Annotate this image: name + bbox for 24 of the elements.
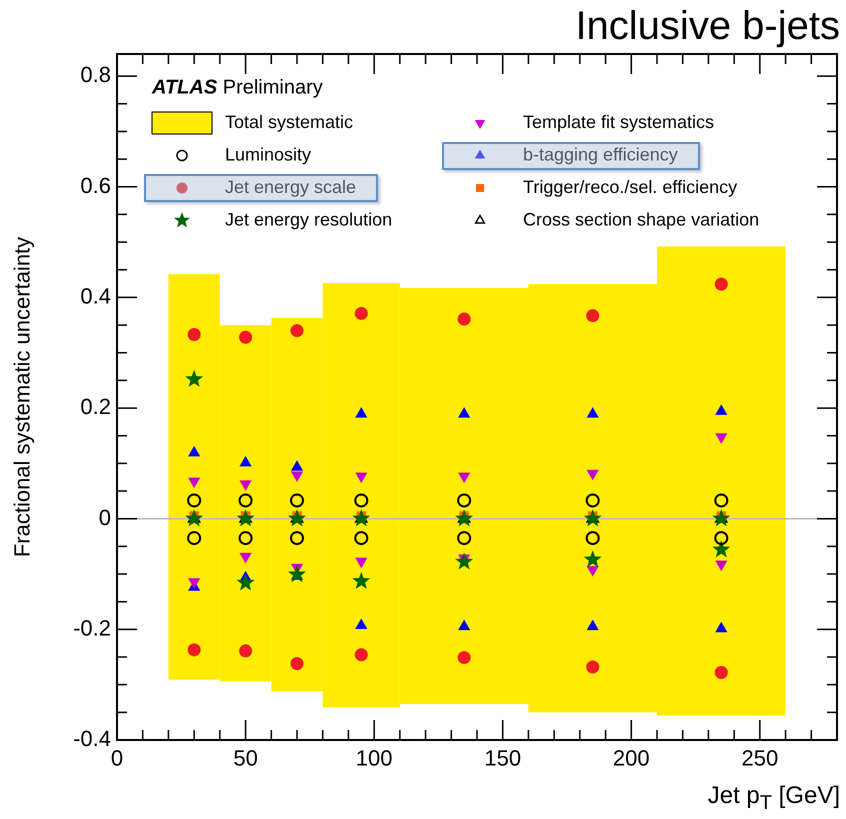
- annotation: ATLAS Preliminary: [151, 76, 323, 99]
- x-axis-title: Jet p$_{T}$ [GeV]: [708, 782, 840, 815]
- x-tick-label: 50: [233, 745, 258, 770]
- legend-label: Cross section shape variation: [523, 209, 760, 230]
- legend-label: Trigger/reco./sel. efficiency: [523, 176, 738, 197]
- y-tick-label: -0.2: [73, 615, 111, 640]
- y-tick-label: 0: [98, 504, 111, 530]
- legend-label: Jet energy resolution: [225, 209, 392, 230]
- legend-label: Template fit systematics: [523, 112, 714, 132]
- x-tick-label: 200: [612, 745, 650, 770]
- legend-label: Total systematic: [225, 112, 354, 132]
- y-tick-label: 0.6: [80, 172, 111, 198]
- x-tick-label: 250: [742, 745, 778, 770]
- chart-title: Inclusive b-jets: [575, 4, 840, 48]
- x-tick-label: 150: [484, 745, 522, 770]
- y-tick-label: 0.8: [80, 62, 111, 88]
- y-tick-label: 0.4: [80, 283, 111, 308]
- y-tick-label: -0.4: [73, 726, 111, 752]
- legend-label: b-tagging efficiency: [523, 144, 678, 164]
- y-tick-label: 0.2: [80, 394, 111, 420]
- legend-label: Luminosity: [225, 144, 312, 164]
- x-tick-label: 100: [356, 745, 392, 770]
- legend-label: Jet energy scale: [225, 176, 356, 197]
- y-axis-title: Fractional systematic uncertainty: [9, 236, 34, 558]
